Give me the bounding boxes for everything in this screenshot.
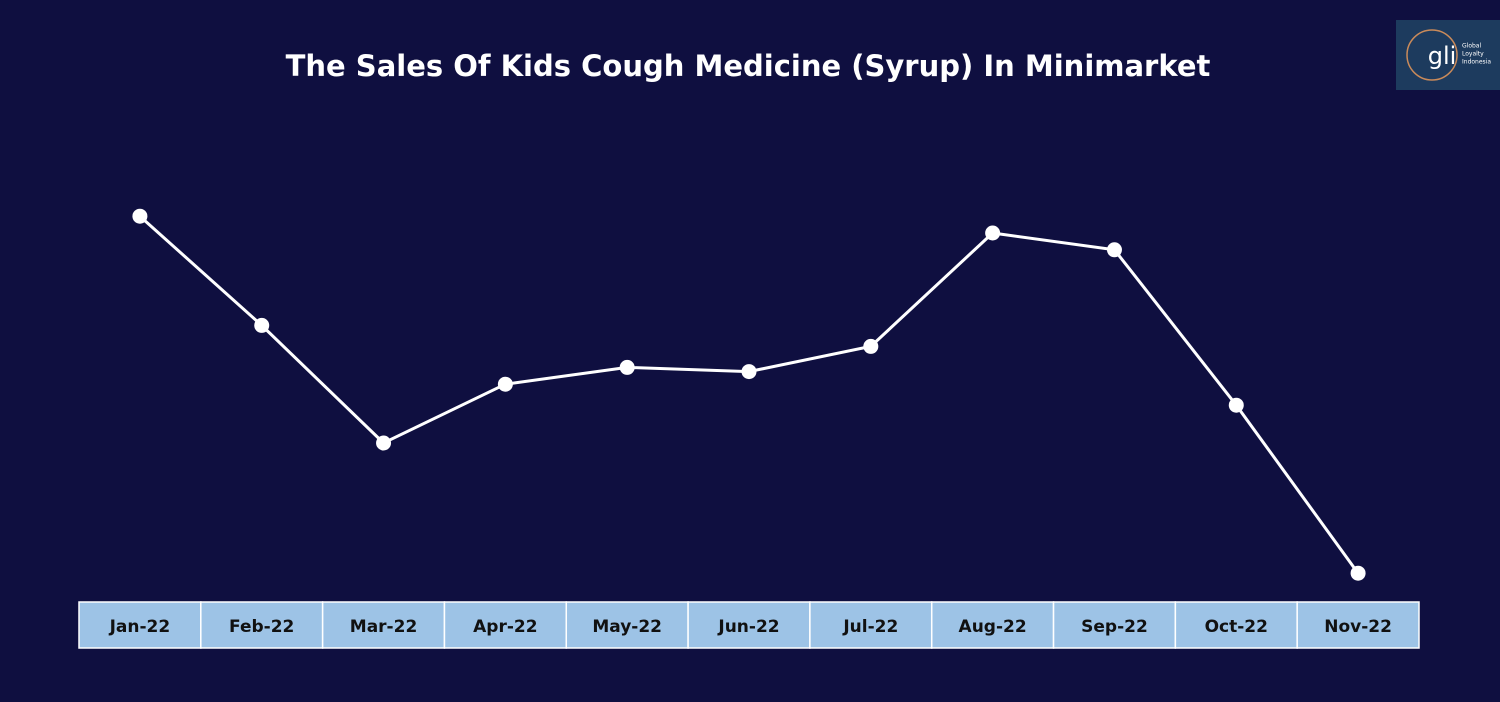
category-cell [443, 601, 568, 649]
x-tick-label: Nov-22 [1324, 617, 1392, 637]
logo-tagline: Loyalty [1462, 51, 1484, 58]
category-cell [200, 601, 324, 649]
category-cell [930, 601, 1055, 649]
x-tick-label: Sep-22 [1081, 617, 1148, 637]
point [741, 364, 757, 380]
point [376, 435, 392, 451]
x-tick-label: Apr-22 [473, 617, 537, 637]
point [1350, 565, 1366, 581]
point [985, 225, 1001, 241]
category-cell [809, 601, 933, 649]
chart-title: The Sales Of Kids Cough Medicine (Syrup)… [286, 49, 1211, 83]
x-tick-label: Jun-22 [717, 617, 779, 637]
logo: gli Global Loyalty Indonesia [1396, 20, 1500, 90]
category-cell [1052, 601, 1177, 649]
x-tick-label: Oct-22 [1205, 617, 1268, 637]
point [497, 376, 513, 392]
point [1228, 397, 1244, 413]
logo-tagline: Global [1462, 43, 1481, 50]
category-cell [1296, 601, 1420, 649]
category-cell [687, 601, 811, 649]
x-tick-label: Aug-22 [959, 617, 1027, 637]
logo-ring [1406, 29, 1458, 81]
point [254, 317, 270, 333]
point [1106, 242, 1122, 258]
x-tick-label: Jul-22 [842, 617, 898, 637]
point [132, 208, 148, 224]
category-cell [78, 601, 202, 649]
x-tick-label: May-22 [592, 617, 662, 637]
point [863, 338, 879, 354]
point [619, 359, 635, 375]
logo-text: gli [1428, 42, 1457, 70]
logo-tagline: Indonesia [1462, 59, 1491, 66]
x-tick-label: Feb-22 [229, 617, 294, 637]
category-cell [565, 601, 689, 649]
x-tick-label: Mar-22 [350, 617, 418, 637]
x-tick-label: Jan-22 [109, 617, 171, 637]
logo-box [1396, 20, 1500, 90]
